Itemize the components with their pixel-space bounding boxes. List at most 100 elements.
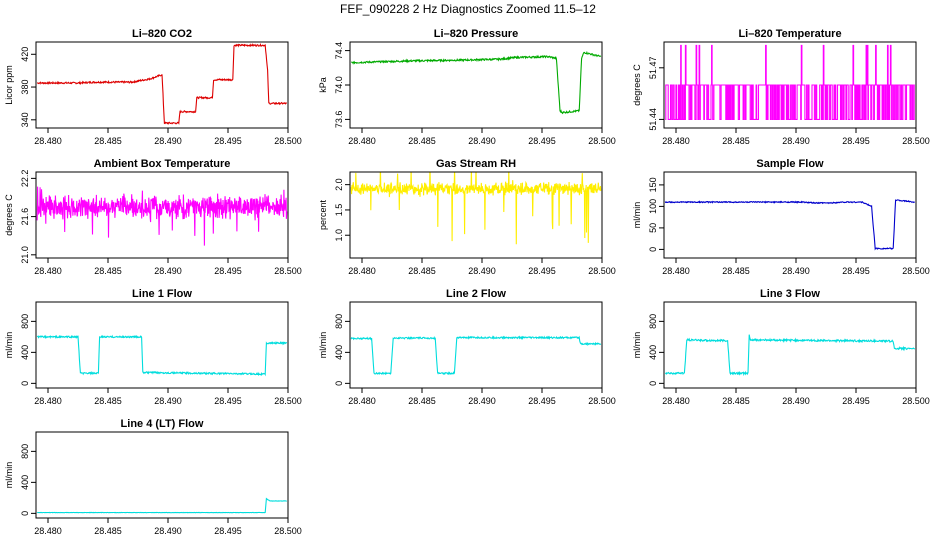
figure-title: FEF_090228 2 Hz Diagnostics Zoomed 11.5–…: [340, 2, 596, 16]
y-tick-label: 1.0: [334, 229, 344, 242]
plot-frame: [35, 431, 289, 519]
y-tick-label: 22.2: [20, 170, 30, 188]
x-tick-label: 28.500: [902, 136, 930, 146]
y-tick-label: 51.47: [648, 57, 658, 80]
plot-frame: [35, 301, 289, 389]
y-axis-label: ml/min: [4, 332, 14, 359]
plot-frame: [349, 171, 603, 259]
x-tick-label: 28.495: [842, 396, 870, 406]
y-tick-label: 400: [334, 345, 344, 360]
y-axis-label: degrees C: [632, 64, 642, 106]
panel-title: Li–820 Pressure: [434, 28, 518, 40]
y-tick-label: 100: [648, 199, 658, 214]
panel-title: Sample Flow: [756, 158, 824, 170]
panel-title: Line 1 Flow: [132, 288, 192, 300]
x-tick-label: 28.480: [34, 136, 62, 146]
x-tick-label: 28.490: [468, 396, 496, 406]
y-tick-label: 21.0: [20, 246, 30, 264]
data-series-line: [350, 172, 602, 245]
x-tick-label: 28.490: [782, 136, 810, 146]
x-tick-label: 28.490: [468, 136, 496, 146]
panel-8: Line 2 Flow 28.480 28.485 28.490 28.495 28.50…: [318, 288, 616, 406]
x-tick-label: 28.500: [274, 266, 302, 276]
x-tick-label: 28.485: [94, 266, 122, 276]
x-tick-label: 28.480: [34, 266, 62, 276]
y-tick-label: 400: [648, 345, 658, 360]
y-tick-label: 1.5: [334, 204, 344, 217]
panel-grid: Li–820 CO2 28.480 28.485 28.490 28.495 28.500…: [4, 28, 930, 536]
x-tick-label: 28.480: [662, 396, 690, 406]
y-tick-label: 73.6: [334, 111, 344, 129]
x-tick-label: 28.490: [154, 266, 182, 276]
x-tick-label: 28.480: [662, 266, 690, 276]
x-tick-label: 28.490: [154, 526, 182, 536]
x-tick-label: 28.480: [348, 396, 376, 406]
y-tick-label: 50: [648, 223, 658, 233]
data-series-line: [351, 50, 602, 115]
panel-6: Sample Flow 28.480 28.485 28.490 28.495 28.50…: [632, 158, 930, 276]
y-tick-label: 21.6: [20, 208, 30, 226]
x-tick-label: 28.485: [722, 136, 750, 146]
x-tick-label: 28.480: [348, 266, 376, 276]
x-tick-label: 28.485: [94, 396, 122, 406]
y-tick-label: 0: [648, 247, 658, 252]
y-tick-label: 51.44: [648, 108, 658, 131]
y-axis-label: ml/min: [318, 332, 328, 359]
x-tick-label: 28.480: [662, 136, 690, 146]
y-tick-label: 0: [20, 381, 30, 386]
x-tick-label: 28.485: [408, 266, 436, 276]
x-tick-label: 28.500: [274, 526, 302, 536]
plot-frame: [35, 171, 289, 259]
panel-title: Ambient Box Temperature: [94, 158, 231, 170]
y-axis-label: kPa: [318, 77, 328, 93]
x-tick-label: 28.495: [214, 266, 242, 276]
y-axis-label: Licor ppm: [4, 65, 14, 105]
x-tick-label: 28.495: [214, 136, 242, 146]
x-tick-label: 28.485: [94, 526, 122, 536]
y-tick-label: 74.0: [334, 76, 344, 94]
x-tick-label: 28.495: [528, 136, 556, 146]
y-tick-label: 400: [20, 475, 30, 490]
x-tick-label: 28.500: [588, 396, 616, 406]
x-tick-label: 28.485: [408, 396, 436, 406]
y-tick-label: 150: [648, 177, 658, 192]
y-axis-label: ml/min: [632, 332, 642, 359]
x-tick-label: 28.490: [154, 136, 182, 146]
panel-title: Li–820 CO2: [132, 28, 192, 40]
x-tick-label: 28.500: [274, 136, 302, 146]
x-tick-label: 28.480: [34, 526, 62, 536]
y-tick-label: 0: [648, 381, 658, 386]
y-tick-label: 800: [648, 314, 658, 329]
y-tick-label: 800: [20, 444, 30, 459]
x-tick-label: 28.495: [528, 396, 556, 406]
x-tick-label: 28.495: [842, 136, 870, 146]
y-tick-label: 800: [334, 314, 344, 329]
y-tick-label: 400: [20, 345, 30, 360]
x-tick-label: 28.500: [588, 136, 616, 146]
plot-frame: [35, 41, 289, 129]
x-tick-label: 28.500: [274, 396, 302, 406]
plot-frame: [663, 301, 917, 389]
data-series-line: [36, 186, 288, 246]
x-tick-label: 28.485: [722, 396, 750, 406]
y-tick-label: 74.4: [334, 42, 344, 60]
data-series-line: [665, 44, 915, 120]
data-series-line: [36, 497, 287, 514]
plot-frame: [349, 41, 603, 129]
x-tick-label: 28.490: [468, 266, 496, 276]
panel-title: Line 4 (LT) Flow: [121, 418, 204, 430]
y-axis-label: ml/min: [4, 462, 14, 489]
x-tick-label: 28.480: [34, 396, 62, 406]
x-tick-label: 28.495: [528, 266, 556, 276]
y-tick-label: 380: [20, 80, 30, 95]
plot-frame: [663, 171, 917, 259]
x-tick-label: 28.480: [348, 136, 376, 146]
data-series-line: [664, 334, 916, 377]
x-tick-label: 28.495: [214, 526, 242, 536]
x-tick-label: 28.500: [588, 266, 616, 276]
x-tick-label: 28.500: [902, 396, 930, 406]
x-tick-label: 28.495: [842, 266, 870, 276]
data-series-line: [36, 334, 288, 377]
y-tick-label: 340: [20, 112, 30, 127]
